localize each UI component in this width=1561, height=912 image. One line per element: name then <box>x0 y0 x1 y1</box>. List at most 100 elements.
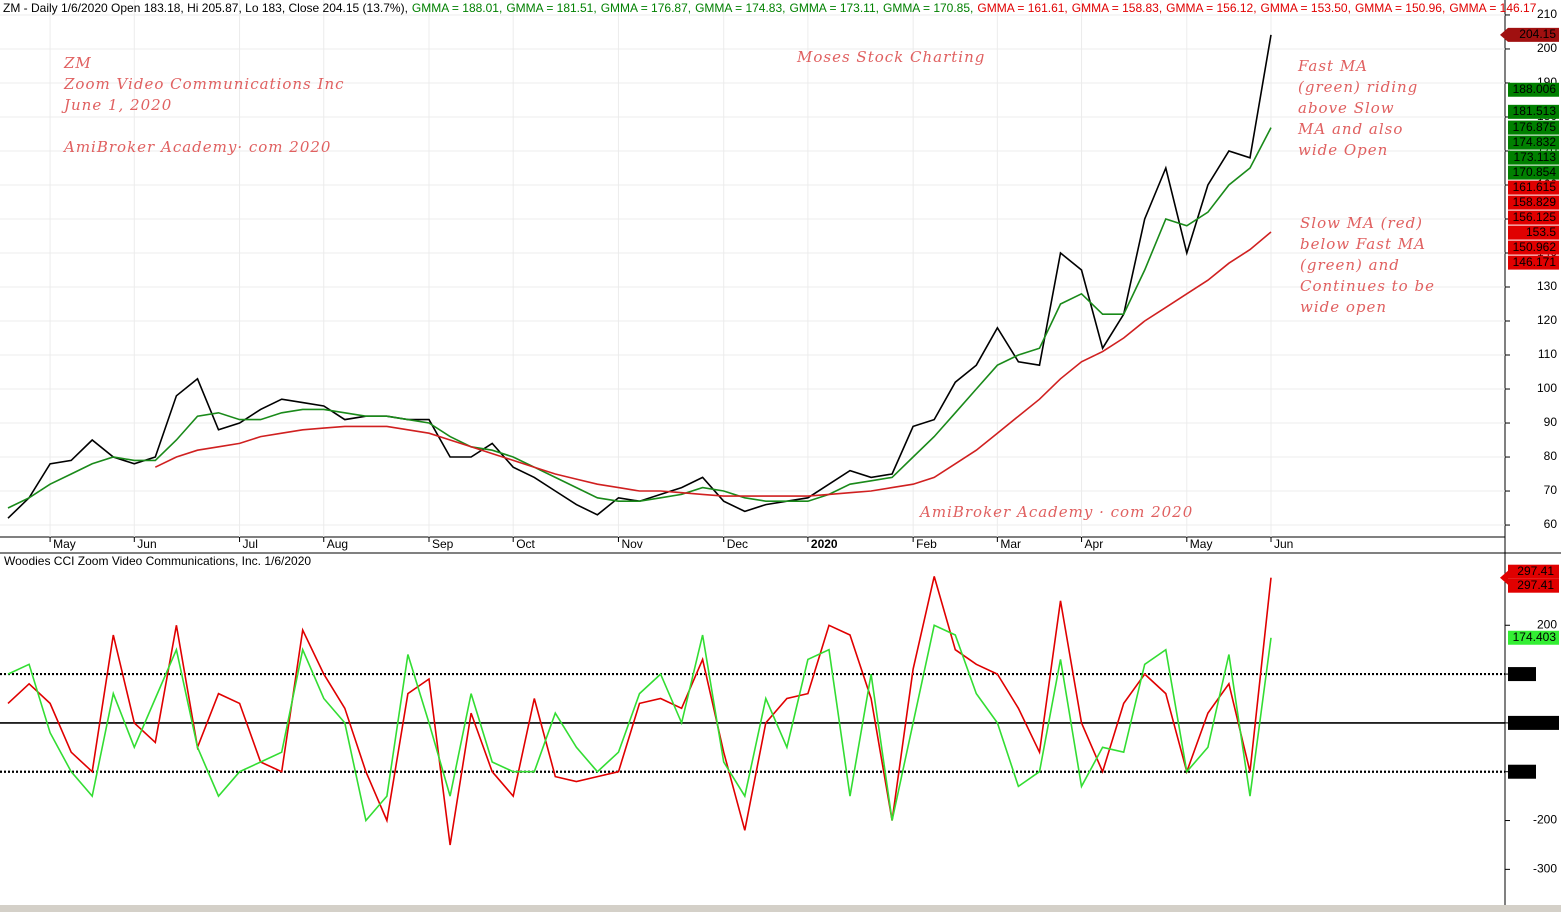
header-gmma: GMMA = 158.83, <box>1072 1 1162 15</box>
note: Moses Stock Charting <box>796 48 985 66</box>
header-text: ZM - Daily 1/6/2020 Open 183.18, Hi 205.… <box>3 1 408 15</box>
cci-title: Woodies CCI Zoom Video Communications, I… <box>4 554 311 568</box>
header-gmma: GMMA = 176.87, <box>601 1 691 15</box>
price-label-label: 174.832 <box>1513 135 1557 149</box>
note: (green) riding <box>1298 78 1418 96</box>
y-tick-label: 200 <box>1537 41 1557 55</box>
y-tick-label: -100 <box>1510 764 1534 778</box>
x-tick-label: Aug <box>327 537 348 551</box>
y-tick-label: 0.00000 <box>1513 715 1557 729</box>
series-line <box>7 576 1272 846</box>
level-box <box>1508 764 1536 779</box>
x-tick-label: Feb <box>916 537 937 551</box>
note: AmiBroker Academy· com 2020 <box>62 138 331 156</box>
price-label-label: 173.113 <box>1514 150 1557 164</box>
price-label-label: 170.854 <box>1513 165 1557 179</box>
price-label-label: 161.615 <box>1513 180 1557 194</box>
price-label-label: 156.125 <box>1513 210 1557 224</box>
x-tick-label: May <box>53 537 76 551</box>
series-line <box>7 127 1272 509</box>
note: MA and also <box>1297 120 1403 138</box>
note: June 1, 2020 <box>61 96 172 114</box>
y-tick-label: 130 <box>1537 279 1557 293</box>
x-tick-label: Jun <box>1274 537 1293 551</box>
cci-last-box <box>1508 630 1559 645</box>
header-gmma: GMMA = 150.96, <box>1355 1 1445 15</box>
y-tick-label: 80 <box>1544 449 1558 463</box>
series-line <box>154 231 1272 497</box>
last-cci-arrow <box>1500 570 1508 585</box>
price-label-label: 158.829 <box>1513 195 1557 209</box>
note: ZM <box>63 54 92 72</box>
x-tick-label: Apr <box>1085 537 1104 551</box>
price-label <box>1508 195 1559 210</box>
sheet-tabs[interactable] <box>0 905 1561 912</box>
level-box <box>1508 715 1559 730</box>
price-label <box>1508 120 1559 135</box>
price-label <box>1508 165 1559 180</box>
header-gmma: GMMA = 170.85, <box>883 1 973 15</box>
header: ZM - Daily 1/6/2020 Open 183.18, Hi 205.… <box>3 1 1537 15</box>
price-label <box>1508 150 1559 165</box>
x-tick-label: Dec <box>727 537 748 551</box>
note: (green) and <box>1300 256 1400 274</box>
y-tick-label: -200 <box>1533 813 1557 827</box>
x-tick-label: Sep <box>432 537 454 551</box>
header-gmma: GMMA = 161.61, <box>977 1 1067 15</box>
price-label-label: 176.875 <box>1513 120 1557 134</box>
note: Continues to be <box>1300 277 1435 295</box>
price-label-label: 188.006 <box>1513 82 1557 96</box>
price-label-label: 150.962 <box>1513 240 1557 254</box>
last-price-arrow <box>1500 27 1508 42</box>
y-tick-label: 210 <box>1537 7 1557 21</box>
series-line <box>7 624 1272 823</box>
price-label <box>1508 82 1559 97</box>
y-tick-label: 100 <box>1537 381 1557 395</box>
y-tick-label: 60 <box>1544 517 1558 531</box>
price-label-label: 153.5 <box>1526 225 1556 239</box>
cci-last-label: 174.403 <box>1513 630 1557 644</box>
price-label <box>1508 104 1559 119</box>
note: Zoom Video Communications Inc <box>63 75 345 93</box>
price-label-label: 146.171 <box>1513 255 1557 269</box>
y-tick-label: 120 <box>1537 313 1557 327</box>
cci-last-box <box>1508 564 1559 579</box>
header-gmma: GMMA = 173.11, <box>789 1 879 15</box>
price-label <box>1508 225 1559 240</box>
price-label <box>1508 210 1559 225</box>
last-price <box>1508 27 1559 42</box>
y-tick-label: 110 <box>1538 347 1557 361</box>
price-label <box>1508 255 1559 270</box>
note: Slow MA (red) <box>1300 214 1423 232</box>
header-gmma: GMMA = 156.12, <box>1166 1 1256 15</box>
level-box <box>1508 667 1536 682</box>
note: above Slow <box>1298 99 1395 117</box>
note: AmiBroker Academy · com 2020 <box>918 503 1193 521</box>
cci-last-label: 297.41 <box>1517 578 1554 592</box>
y-tick-label: 70 <box>1544 483 1558 497</box>
y-tick-label: 90 <box>1544 415 1558 429</box>
price-label <box>1508 180 1559 195</box>
note: wide open <box>1300 298 1387 316</box>
y-tick-label: 100 <box>1514 666 1534 680</box>
header-gmma: GMMA = 146.17 <box>1449 1 1536 15</box>
y-tick-label: -300 <box>1533 862 1557 876</box>
x-tick-label: Jun <box>137 537 156 551</box>
x-tick-label: 2020 <box>811 537 838 551</box>
x-tick-label: Mar <box>1000 537 1021 551</box>
x-tick-label: May <box>1190 537 1213 551</box>
header-gmma: GMMA = 181.51, <box>506 1 596 15</box>
x-tick-label: Nov <box>621 537 642 551</box>
cci-last-box <box>1508 578 1559 593</box>
price-label-label: 181.513 <box>1513 104 1557 118</box>
note: Fast MA <box>1297 57 1368 75</box>
x-tick-label: Oct <box>516 537 535 551</box>
header-gmma: GMMA = 153.50, <box>1261 1 1351 15</box>
cci-last-label: 297.41 <box>1517 564 1554 578</box>
price-label <box>1508 135 1559 150</box>
header-gmma: GMMA = 188.01, <box>412 1 502 15</box>
header-gmma: GMMA = 174.83, <box>695 1 785 15</box>
x-tick-label: Jul <box>243 537 258 551</box>
note: below Fast MA <box>1300 235 1426 253</box>
y-tick-label: 200 <box>1537 617 1557 631</box>
